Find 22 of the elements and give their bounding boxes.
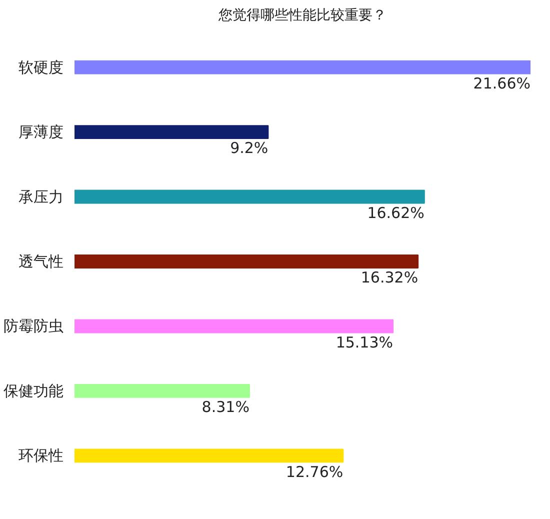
bar xyxy=(74,384,250,398)
y-tick-label: 透气性 xyxy=(18,252,64,270)
y-tick-label: 保健功能 xyxy=(4,382,64,400)
bar xyxy=(74,125,269,140)
data-label: 16.62% xyxy=(367,204,424,222)
bar xyxy=(74,254,419,268)
bar xyxy=(74,448,344,463)
data-label: 12.76% xyxy=(286,462,344,481)
bar xyxy=(74,60,530,74)
bar xyxy=(74,190,425,204)
data-label: 16.32% xyxy=(360,268,418,287)
data-label: 15.13% xyxy=(336,333,394,352)
y-tick-label: 环保性 xyxy=(18,446,64,465)
y-tick-label: 防霉防虫 xyxy=(4,317,64,336)
y-tick-label: 厚薄度 xyxy=(18,123,64,142)
y-tick-label: 软硬度 xyxy=(18,58,64,76)
y-tick-label: 承压力 xyxy=(18,188,64,206)
data-label: 9.2% xyxy=(230,139,268,158)
data-label: 21.66% xyxy=(473,74,531,92)
data-label: 8.31% xyxy=(202,398,250,416)
bar xyxy=(74,319,394,334)
chart-title: 您觉得哪些性能比较重要？ xyxy=(218,8,386,24)
